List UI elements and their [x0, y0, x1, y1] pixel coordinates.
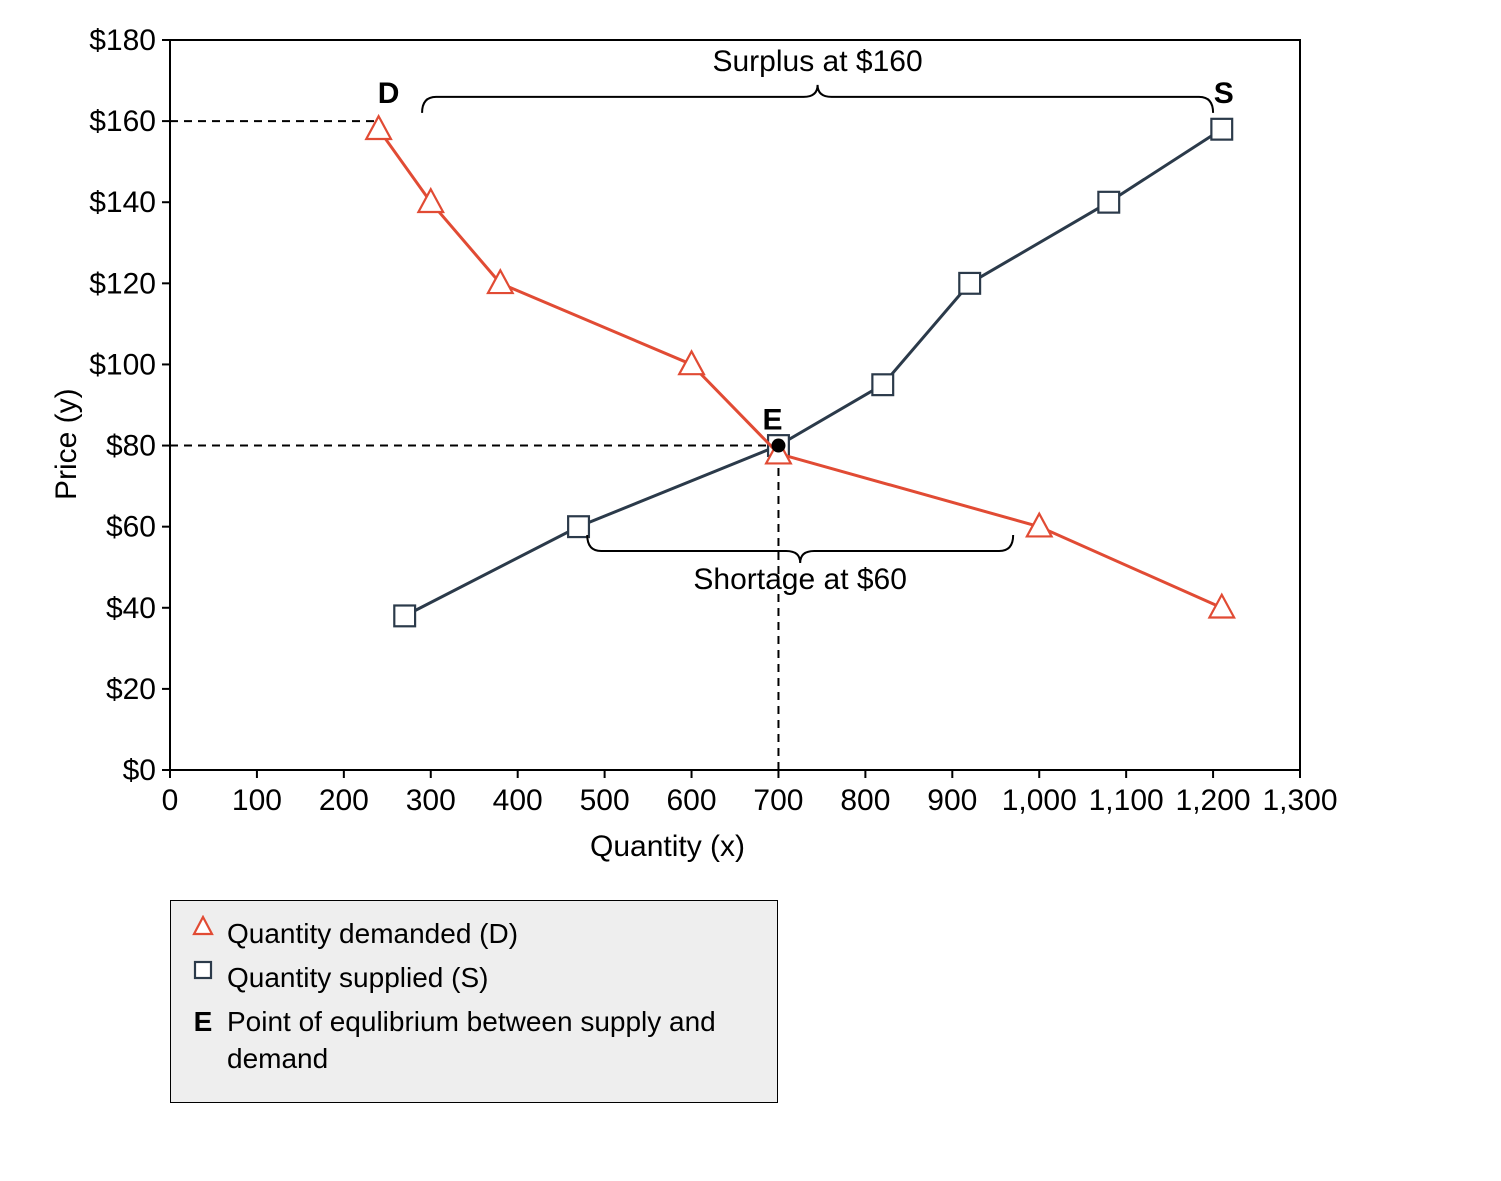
equilibrium-marker-label: E — [189, 1003, 217, 1041]
svg-text:0: 0 — [162, 784, 179, 817]
svg-text:$40: $40 — [106, 592, 156, 625]
svg-text:$120: $120 — [89, 267, 156, 300]
legend-label: Quantity demanded (D) — [227, 915, 518, 953]
svg-text:$60: $60 — [106, 511, 156, 544]
legend-row-demand: Quantity demanded (D) — [189, 915, 759, 953]
svg-text:$140: $140 — [89, 186, 156, 219]
legend-label: Quantity supplied (S) — [227, 959, 488, 997]
svg-text:1,100: 1,100 — [1089, 784, 1164, 817]
svg-text:Surplus at $160: Surplus at $160 — [712, 45, 922, 78]
legend-label: Point of equlibrium between supply and d… — [227, 1003, 737, 1079]
square-icon — [189, 959, 217, 981]
svg-text:$0: $0 — [123, 754, 156, 787]
legend: Quantity demanded (D) Quantity supplied … — [170, 900, 778, 1103]
svg-text:800: 800 — [840, 784, 890, 817]
svg-text:700: 700 — [753, 784, 803, 817]
plot-area: $0 $20 $40 $60 $80 $100 $120 $140 $160 $180 0 100 20… — [20, 20, 1481, 890]
svg-text:400: 400 — [493, 784, 543, 817]
svg-text:$180: $180 — [89, 24, 156, 57]
svg-text:$80: $80 — [106, 430, 156, 463]
svg-text:$100: $100 — [89, 348, 156, 381]
svg-text:Shortage at $60: Shortage at $60 — [693, 563, 907, 596]
svg-text:500: 500 — [580, 784, 630, 817]
svg-text:$160: $160 — [89, 105, 156, 138]
svg-text:100: 100 — [232, 784, 282, 817]
legend-row-supply: Quantity supplied (S) — [189, 959, 759, 997]
legend-row-equilibrium: E Point of equlibrium between supply and… — [189, 1003, 759, 1079]
svg-text:E: E — [762, 404, 782, 437]
svg-text:S: S — [1214, 77, 1234, 110]
x-axis-title: Quantity (x) — [590, 830, 745, 864]
svg-text:1,000: 1,000 — [1002, 784, 1077, 817]
svg-text:300: 300 — [406, 784, 456, 817]
svg-text:1,200: 1,200 — [1176, 784, 1251, 817]
svg-text:1,300: 1,300 — [1262, 784, 1337, 817]
triangle-icon — [189, 915, 217, 937]
svg-text:$20: $20 — [106, 673, 156, 706]
supply-demand-chart: Price (y) $0$20$40$60$80$100$120$140$160… — [20, 20, 1481, 1161]
svg-text:900: 900 — [927, 784, 977, 817]
svg-text:D: D — [378, 77, 400, 110]
svg-text:600: 600 — [667, 784, 717, 817]
svg-text:200: 200 — [319, 784, 369, 817]
